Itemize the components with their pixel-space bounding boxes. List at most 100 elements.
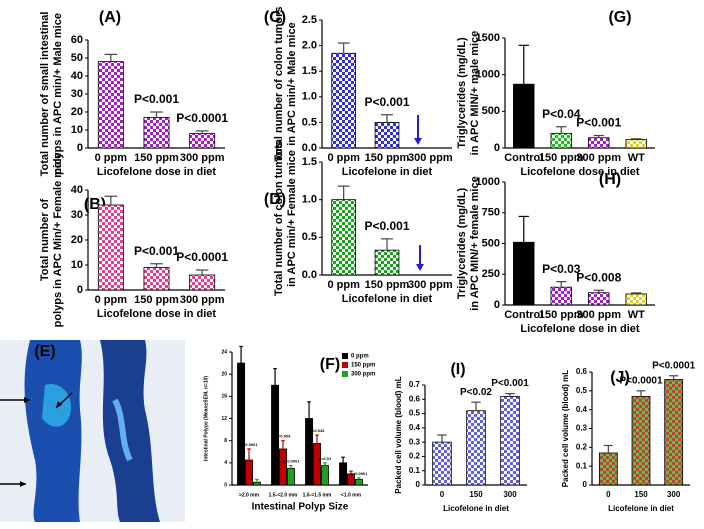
y-tick-label: 0.5 bbox=[409, 409, 421, 418]
annotation: P<0.02 bbox=[460, 387, 492, 398]
annotation: P<0.0001 bbox=[652, 360, 696, 371]
arrow-head bbox=[20, 481, 26, 487]
y-tick-label: 0.0 bbox=[302, 142, 317, 154]
bar bbox=[252, 481, 261, 486]
x-tick-label: 300 ppm bbox=[576, 152, 621, 164]
y-tick-label: 500 bbox=[482, 105, 500, 117]
bar bbox=[664, 379, 684, 486]
x-axis-label: Licofelone in diet bbox=[608, 504, 674, 513]
x-tick-label: 300 ppm bbox=[576, 309, 621, 321]
y-tick-label: 0.5 bbox=[576, 386, 588, 395]
y-axis-label: Packed cell volume (blood) mL bbox=[561, 370, 570, 487]
x-tick-label: 150 ppm bbox=[365, 152, 410, 164]
y-tick-label: 8 bbox=[224, 438, 227, 444]
panel: (J) 0 0.1 0.2 0.3 0.4 0.5 0.6 Packed cell volume… bbox=[561, 360, 696, 513]
y-tick-label: 1.5 bbox=[302, 65, 317, 77]
x-tick-label: 300 ppm bbox=[180, 294, 225, 306]
panel: (G) 0 500 1000 1500 Triglycerides (mg/dL) in A… bbox=[456, 9, 655, 178]
panel: (C) 0.0 0.5 1.0 1.5 2.0 2.5 Total number of col… bbox=[264, 6, 453, 177]
bar bbox=[625, 139, 647, 149]
annotation: P<0.001 bbox=[364, 95, 409, 109]
bar bbox=[320, 465, 329, 486]
y-axis-label: Triglycerides (mg/dL) bbox=[456, 188, 468, 300]
y-tick-label: 1000 bbox=[476, 69, 500, 81]
panel: (E) bbox=[34, 343, 55, 360]
bar bbox=[331, 52, 356, 149]
x-tick-label: 0 ppm bbox=[327, 152, 360, 164]
y-tick-label: 10 bbox=[71, 124, 83, 136]
x-tick-label: 150 ppm bbox=[365, 279, 410, 291]
y-axis-label: Packed cell volume (blood) mL bbox=[394, 376, 403, 493]
x-tick-label: 300 bbox=[503, 490, 517, 499]
x-axis-label: Licofelone dose in diet bbox=[520, 166, 640, 178]
arrow-head bbox=[24, 397, 30, 403]
legend-label: 0 ppm bbox=[351, 354, 369, 360]
y-tick-label: 1500 bbox=[476, 32, 500, 44]
annotation: p=0.009 bbox=[276, 434, 292, 439]
bar bbox=[189, 274, 216, 291]
annotation: P<0.03 bbox=[542, 262, 581, 276]
panel-label: (F) bbox=[320, 356, 340, 373]
y-tick-label: 1000 bbox=[476, 176, 500, 188]
x-tick-label: 150 bbox=[634, 490, 648, 499]
bar bbox=[237, 362, 246, 486]
x-tick-label: 0 ppm bbox=[327, 279, 360, 291]
y-tick-label: 10 bbox=[71, 259, 83, 271]
x-tick-label: 300 ppm bbox=[408, 279, 453, 291]
panel-label: (I) bbox=[450, 361, 465, 378]
x-axis-label: Licofelone dose in diet bbox=[97, 308, 217, 320]
y-tick-label: 0.4 bbox=[409, 423, 421, 432]
intestine-right bbox=[100, 340, 160, 522]
x-axis-label: Intestinal Polyp Size bbox=[252, 502, 349, 513]
panel-label: (E) bbox=[34, 343, 55, 360]
y-tick-label: 250 bbox=[482, 268, 500, 280]
legend-label: 150 ppm bbox=[351, 363, 375, 369]
bar bbox=[339, 462, 348, 486]
annotation: P<0.001 bbox=[364, 219, 409, 233]
x-axis-label: Licofelone in diet bbox=[342, 293, 433, 305]
bar bbox=[97, 204, 124, 291]
y-tick-label: 4 bbox=[224, 460, 227, 466]
y-tick-label: 0 bbox=[77, 142, 83, 154]
y-tick-label: 0.5 bbox=[302, 116, 317, 128]
y-tick-label: 30 bbox=[71, 209, 83, 221]
x-tick-label: >2.0 mm bbox=[239, 492, 260, 498]
annotation: p<0.0001 bbox=[240, 442, 258, 447]
y-tick-label: 0 bbox=[494, 299, 500, 311]
y-tick-label: 1.5 bbox=[302, 156, 317, 168]
y-tick-label: 0.3 bbox=[576, 424, 588, 433]
y-tick-label: 500 bbox=[482, 237, 500, 249]
y-tick-label: 0 bbox=[77, 284, 83, 296]
annotation: P<0.0001 bbox=[176, 111, 228, 125]
y-tick-label: 24 bbox=[221, 349, 227, 355]
y-tick-label: 0 bbox=[494, 142, 500, 154]
y-tick-label: 20 bbox=[221, 371, 227, 377]
bar bbox=[550, 132, 572, 149]
annotation: P<0.0001 bbox=[619, 375, 663, 386]
x-tick-label: Control bbox=[504, 152, 543, 164]
bar bbox=[189, 133, 216, 149]
y-tick-label: 2.0 bbox=[302, 40, 317, 52]
y-axis-label: in APC MIN/+ female mice bbox=[469, 176, 481, 310]
x-tick-label: 150 ppm bbox=[539, 309, 584, 321]
bar bbox=[286, 467, 295, 486]
panel: (D) 0.0 0.5 1.0 1.5 Total number of colon tum… bbox=[264, 141, 453, 305]
legend-swatch bbox=[342, 362, 348, 368]
y-tick-label: 750 bbox=[482, 207, 500, 219]
bar bbox=[245, 459, 253, 486]
annotation: p<0.0001 bbox=[350, 471, 368, 476]
x-tick-label: 300 ppm bbox=[180, 152, 225, 164]
x-axis-label: Licofelone dose in diet bbox=[520, 323, 640, 335]
bar bbox=[97, 61, 124, 149]
y-axis-label: Total number of colon tumors bbox=[273, 6, 285, 161]
y-tick-label: 0.2 bbox=[409, 452, 421, 461]
panel: (H) 0 250 500 750 1000 Triglycerides (mg/dL) in… bbox=[456, 171, 655, 335]
photo bbox=[0, 340, 185, 522]
x-tick-label: 0 bbox=[440, 490, 445, 499]
panel-label: (J) bbox=[610, 369, 630, 386]
x-tick-label: 1.5-<2.0 mm bbox=[269, 492, 298, 498]
y-tick-label: 20 bbox=[71, 234, 83, 246]
arrow-head bbox=[414, 138, 422, 145]
panel: (A) 0 10 20 30 40 50 60 Total number of small in… bbox=[39, 9, 228, 178]
y-tick-label: 0 bbox=[583, 480, 588, 489]
